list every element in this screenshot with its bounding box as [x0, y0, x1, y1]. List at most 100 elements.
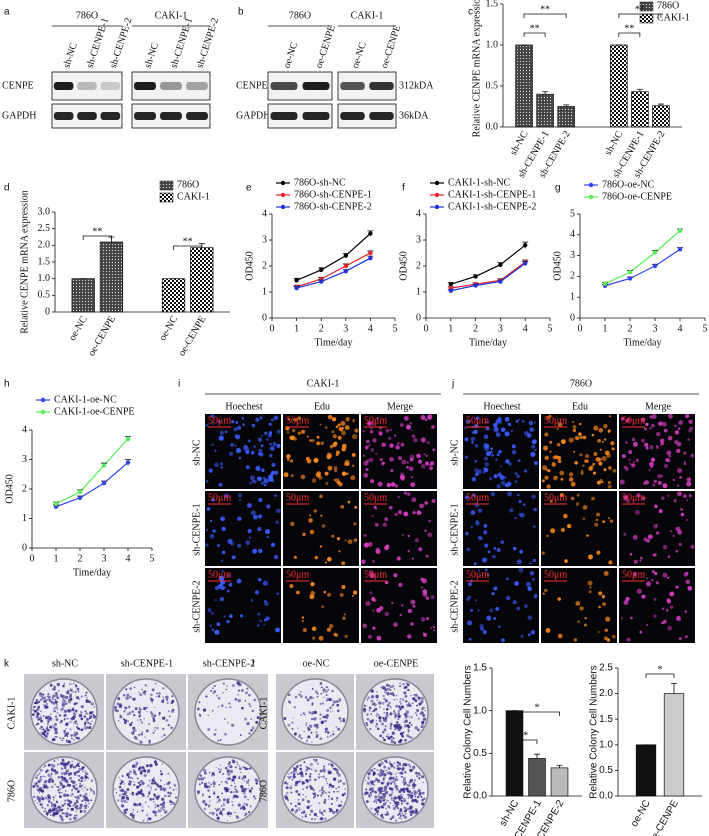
colony	[84, 786, 86, 789]
colony	[421, 791, 425, 795]
colony	[320, 692, 323, 695]
significance-label: **	[540, 4, 550, 15]
colony	[167, 772, 170, 775]
colony	[403, 781, 407, 785]
colony	[371, 790, 374, 793]
cell-nucleus	[372, 609, 375, 612]
colony	[373, 703, 377, 707]
series-line	[296, 257, 371, 289]
colony	[90, 702, 94, 706]
cell-nucleus	[688, 494, 692, 498]
colony	[420, 795, 423, 798]
colony	[383, 728, 387, 732]
x-tick-label: oe-NC	[629, 798, 653, 829]
colony	[58, 714, 62, 717]
cell-nucleus	[667, 625, 672, 631]
cell-nucleus	[563, 513, 568, 519]
y-tick-label: 5	[570, 208, 575, 219]
cell-nucleus	[368, 444, 371, 447]
cell-nucleus	[214, 629, 220, 635]
colony	[293, 707, 296, 709]
colony	[132, 816, 135, 820]
colony	[142, 691, 145, 694]
colony	[128, 780, 131, 783]
cell-nucleus	[578, 432, 582, 436]
colony	[323, 770, 326, 773]
cell-nucleus	[676, 484, 680, 487]
colony	[331, 705, 333, 707]
cell-nucleus	[237, 543, 242, 548]
cell-nucleus	[666, 598, 671, 603]
colony	[136, 811, 139, 813]
colony	[80, 728, 84, 732]
colony	[154, 788, 157, 791]
colony	[49, 717, 53, 721]
cell-nucleus	[557, 459, 562, 464]
colony	[410, 716, 413, 719]
colony	[120, 800, 123, 803]
cell-nucleus	[350, 475, 356, 481]
colony	[365, 779, 367, 782]
legend-label: CAKI-1-sh-CENPE-2	[448, 201, 536, 212]
significance-bracket	[514, 711, 560, 716]
cell-nucleus	[270, 542, 276, 548]
colony	[170, 726, 173, 730]
colony	[44, 705, 48, 709]
colony	[46, 695, 48, 697]
colony	[37, 705, 41, 709]
colony	[396, 764, 399, 768]
colony	[152, 810, 156, 814]
cell-nucleus	[628, 450, 633, 455]
colony	[384, 807, 387, 810]
colony	[329, 706, 332, 709]
y-tick-label: 0.5	[486, 80, 499, 91]
colony	[396, 772, 398, 774]
colony	[36, 707, 40, 711]
cell-nucleus	[218, 435, 224, 441]
cell-nucleus	[663, 428, 668, 433]
colony	[161, 763, 164, 765]
colony	[47, 722, 49, 725]
cell-nucleus	[550, 528, 556, 534]
colony	[230, 784, 233, 787]
colony	[373, 702, 376, 704]
colony	[303, 761, 306, 763]
cell-nucleus	[374, 522, 379, 527]
cell-nucleus	[384, 517, 389, 522]
cell-nucleus	[625, 441, 628, 444]
cell-nucleus	[490, 491, 496, 497]
colony	[159, 770, 162, 773]
cell-nucleus	[656, 531, 660, 535]
cell-nucleus	[351, 452, 356, 457]
cell-nucleus	[237, 493, 243, 498]
colony	[386, 688, 389, 690]
colony	[50, 778, 52, 780]
colony	[145, 729, 149, 733]
colony	[73, 721, 77, 725]
cell-nucleus	[420, 586, 423, 589]
cell-nucleus	[320, 514, 323, 517]
colony	[413, 779, 416, 782]
cell-nucleus	[311, 626, 317, 632]
colony	[232, 797, 234, 799]
colony	[313, 792, 317, 796]
cell-nucleus	[231, 555, 236, 560]
cell-nucleus	[226, 574, 230, 578]
cell-nucleus	[371, 515, 374, 518]
cell-nucleus	[641, 594, 646, 599]
cell-nucleus	[468, 637, 472, 641]
panel-label: h	[4, 379, 10, 390]
colony	[329, 711, 332, 713]
colony	[127, 788, 130, 791]
legend-marker	[40, 409, 46, 415]
cell-nucleus	[398, 582, 403, 588]
colony	[337, 786, 340, 789]
cell-nucleus	[325, 482, 329, 486]
cell-nucleus	[260, 481, 265, 485]
colony	[59, 737, 62, 740]
cell-nucleus	[687, 585, 693, 591]
colony	[398, 725, 403, 730]
colony	[47, 773, 51, 777]
colony	[170, 803, 172, 806]
cell-nucleus	[250, 450, 255, 455]
